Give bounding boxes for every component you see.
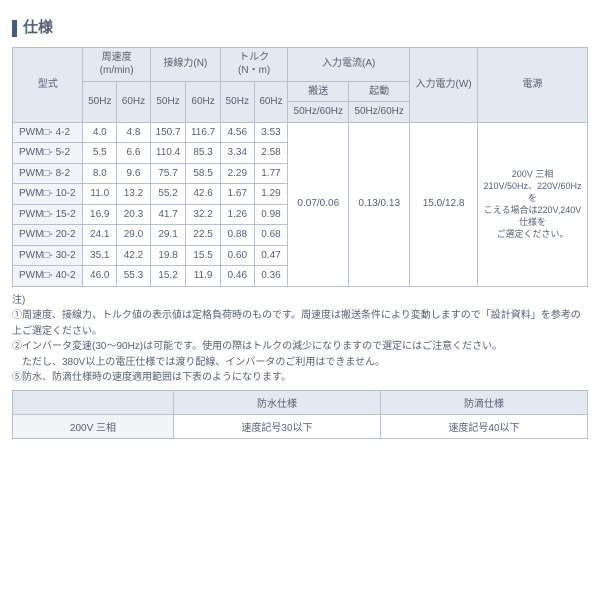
rt-wp-val: 速度記号30以下 <box>174 414 381 438</box>
th-conv-hz: 50Hz/60Hz <box>288 102 349 123</box>
cell: 24.1 <box>83 225 117 246</box>
th-wire: 接線力(N) <box>150 47 220 81</box>
cell: PWM□- 5-2 <box>13 143 83 164</box>
note-1: ①周速度、接線力、トルク値の表示値は定格負荷時のものです。周速度は搬送条件により… <box>12 308 588 339</box>
th-50-1: 50Hz <box>83 81 117 122</box>
cell-conv-current: 0.07/0.06 <box>288 122 349 286</box>
cell: 0.68 <box>254 225 288 246</box>
cell: 0.98 <box>254 204 288 225</box>
cell: 110.4 <box>150 143 185 164</box>
cell: 0.46 <box>220 266 254 287</box>
cell: 5.5 <box>83 143 117 164</box>
cell: 32.2 <box>186 204 221 225</box>
th-speed-l1: 周速度 <box>102 52 132 63</box>
note-5: ⑤防水、防滴仕様時の速度適用範囲は下表のようになります。 <box>12 370 588 386</box>
cell-power-source: 200V 三相210V/50Hz、220V/60Hzをこえる場合は220V,24… <box>478 122 588 286</box>
cell: 35.1 <box>83 245 117 266</box>
rt-dp: 防滴仕様 <box>381 390 588 414</box>
th-60-2: 60Hz <box>186 81 221 122</box>
cell: 4.0 <box>83 122 117 143</box>
cell: PWM□- 30-2 <box>13 245 83 266</box>
notes-head: 注) <box>12 293 588 309</box>
cell: 6.6 <box>117 143 151 164</box>
th-speed: 周速度 (m/min) <box>83 47 150 81</box>
range-table: 防水仕様 防滴仕様 200V 三相 速度記号30以下 速度記号40以下 <box>12 390 588 439</box>
cell: 1.29 <box>254 184 288 205</box>
cell: 29.0 <box>117 225 151 246</box>
cell: 41.7 <box>150 204 185 225</box>
spec-table-head: 型式 周速度 (m/min) 接線力(N) トルク (N・m) 入力電流(A) … <box>13 47 588 122</box>
cell: 9.6 <box>117 163 151 184</box>
th-conv: 搬送 <box>288 81 349 102</box>
th-torque-l1: トルク <box>239 52 269 63</box>
cell: 85.3 <box>186 143 221 164</box>
th-speed-l2: (m/min) <box>100 65 134 76</box>
th-power: 入力電力(W) <box>410 47 478 122</box>
cell: PWM□- 8-2 <box>13 163 83 184</box>
note-2a: ②インバータ変速(30～90Hz)は可能です。使用の際はトルクの減少になりますの… <box>12 339 588 355</box>
cell: 2.58 <box>254 143 288 164</box>
spec-table: 型式 周速度 (m/min) 接線力(N) トルク (N・m) 入力電流(A) … <box>12 47 588 287</box>
notes-block: 注) ①周速度、接線力、トルク値の表示値は定格負荷時のものです。周速度は搬送条件… <box>12 293 588 386</box>
th-start-hz: 50Hz/60Hz <box>349 102 410 123</box>
th-50-3: 50Hz <box>220 81 254 122</box>
spec-table-body: PWM□- 4-24.04.8150.7116.74.563.530.07/0.… <box>13 122 588 286</box>
cell: 0.36 <box>254 266 288 287</box>
th-60-3: 60Hz <box>254 81 288 122</box>
cell: 13.2 <box>117 184 151 205</box>
cell: 15.2 <box>150 266 185 287</box>
cell: PWM□- 4-2 <box>13 122 83 143</box>
table-row: PWM□- 4-24.04.8150.7116.74.563.530.07/0.… <box>13 122 588 143</box>
cell: 3.53 <box>254 122 288 143</box>
cell-input-power: 15.0/12.8 <box>410 122 478 286</box>
rt-dp-val: 速度記号40以下 <box>381 414 588 438</box>
cell: 150.7 <box>150 122 185 143</box>
cell: 0.60 <box>220 245 254 266</box>
rt-blank <box>13 390 174 414</box>
cell: 4.8 <box>117 122 151 143</box>
rt-volt: 200V 三相 <box>13 414 174 438</box>
cell: 1.77 <box>254 163 288 184</box>
cell: 11.0 <box>83 184 117 205</box>
th-current: 入力電流(A) <box>288 47 410 81</box>
th-model: 型式 <box>13 47 83 122</box>
cell: PWM□- 20-2 <box>13 225 83 246</box>
cell: 29.1 <box>150 225 185 246</box>
cell: 16.9 <box>83 204 117 225</box>
cell: PWM□- 15-2 <box>13 204 83 225</box>
cell: 0.47 <box>254 245 288 266</box>
cell: 2.29 <box>220 163 254 184</box>
cell: 20.3 <box>117 204 151 225</box>
th-start: 起動 <box>349 81 410 102</box>
rt-wp: 防水仕様 <box>174 390 381 414</box>
cell: PWM□- 40-2 <box>13 266 83 287</box>
cell: 55.3 <box>117 266 151 287</box>
section-title: 仕様 <box>12 20 588 37</box>
cell: 58.5 <box>186 163 221 184</box>
cell: 0.88 <box>220 225 254 246</box>
cell: 42.6 <box>186 184 221 205</box>
th-torque: トルク (N・m) <box>220 47 287 81</box>
cell: 3.34 <box>220 143 254 164</box>
cell: 15.5 <box>186 245 221 266</box>
cell: 22.5 <box>186 225 221 246</box>
note-2b: ただし、380V以上の電圧仕様では渡り配線、インバータのご利用はできません。 <box>12 355 588 371</box>
cell: 116.7 <box>186 122 221 143</box>
cell: 1.67 <box>220 184 254 205</box>
cell-start-current: 0.13/0.13 <box>349 122 410 286</box>
th-50-2: 50Hz <box>150 81 185 122</box>
cell: 19.8 <box>150 245 185 266</box>
th-source: 電源 <box>478 47 588 122</box>
cell: 1.26 <box>220 204 254 225</box>
cell: 11.9 <box>186 266 221 287</box>
cell: 42.2 <box>117 245 151 266</box>
cell: 75.7 <box>150 163 185 184</box>
cell: 4.56 <box>220 122 254 143</box>
cell: 55.2 <box>150 184 185 205</box>
th-torque-l2: (N・m) <box>238 65 270 76</box>
cell: 8.0 <box>83 163 117 184</box>
th-60-1: 60Hz <box>117 81 151 122</box>
cell: PWM□- 10-2 <box>13 184 83 205</box>
cell: 46.0 <box>83 266 117 287</box>
